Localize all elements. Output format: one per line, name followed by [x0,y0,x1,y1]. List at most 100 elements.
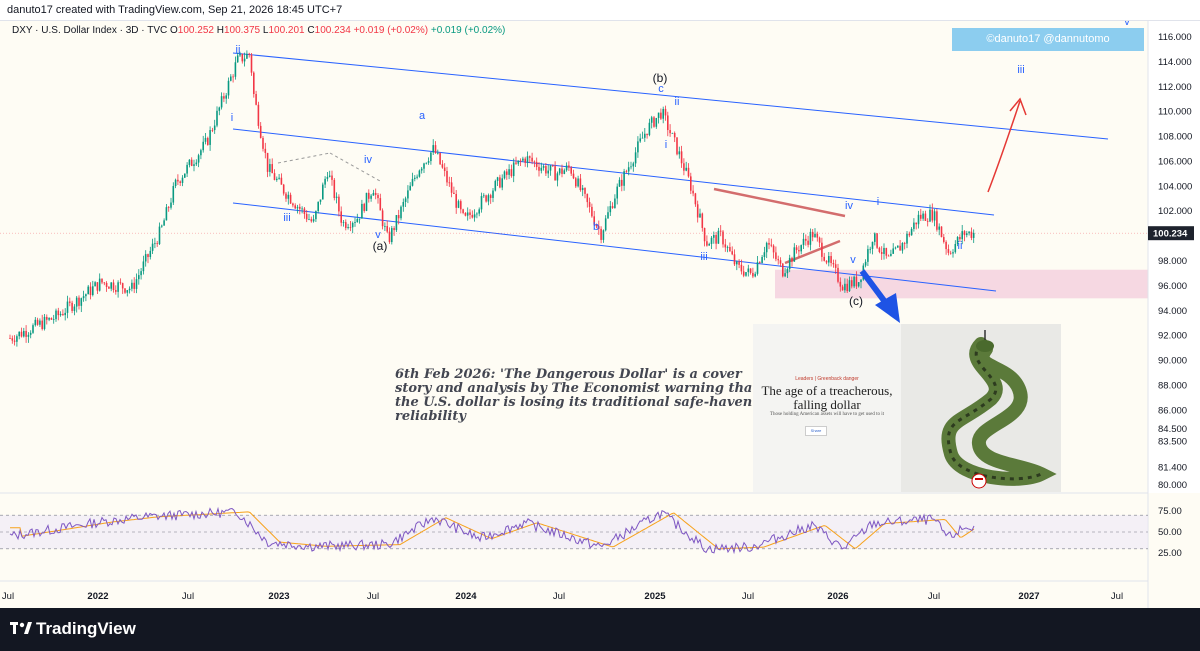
candle [510,164,513,178]
candle [248,52,250,58]
candle [202,135,204,153]
candle [577,175,579,188]
high-label: H [216,25,224,36]
candle [149,246,152,260]
candle [832,259,835,268]
candle [717,227,720,244]
candle [676,137,678,156]
candle [777,255,779,265]
candle [713,231,715,244]
candle [618,177,621,187]
candle [634,147,637,167]
candle [641,131,644,139]
candle [370,194,372,202]
candle [936,208,938,232]
time-tick: Jul [742,591,754,602]
candle [282,183,285,196]
candle [20,327,23,338]
price-tick: 108.000 [1158,132,1192,143]
projection-arrow [987,100,1021,193]
time-tick: Jul [367,591,379,602]
candle [69,297,71,307]
candle [908,231,911,238]
chart-area[interactable]: ii i iii iv v (a) a b (b) c ii i iii iv i v (c) ii iii v 116… [0,20,1200,609]
candle [144,250,147,267]
candle [469,209,471,220]
candle [738,259,740,269]
candle [73,304,76,316]
candle [646,133,648,139]
candle [929,204,931,223]
tradingview-logo-icon [10,622,32,634]
candle [165,203,168,221]
candle [828,251,830,267]
candle [126,289,129,297]
candle [161,224,163,228]
candle [338,194,340,217]
candle [876,233,878,250]
candle [945,240,947,255]
candle [361,199,363,219]
candle [892,243,894,254]
candle [522,156,524,162]
candle [604,215,607,232]
candle [685,161,687,172]
note-line-2: story and analysis by The Economist warn… [395,381,759,396]
candle [639,133,641,143]
candle [517,160,520,166]
candle [78,295,80,310]
candle [156,240,158,247]
price-tick: 102.000 [1158,206,1192,217]
candle [400,205,402,221]
candle [726,245,729,253]
share-button[interactable]: Share [805,426,827,436]
candle [963,230,966,242]
candle [94,281,96,287]
candle [253,71,255,98]
candle [616,183,618,205]
candle [851,276,853,289]
candle [724,238,727,252]
candle [874,232,876,246]
candle [75,295,78,313]
candle [115,285,117,295]
time-tick: 2022 [87,591,108,602]
open-label: O [170,25,178,36]
candle [87,284,89,295]
candle [558,167,561,176]
candle [110,281,112,292]
candle [841,284,844,291]
high-value: 100.375 [223,25,261,36]
candle [556,171,559,187]
candle [420,166,423,174]
candle [333,178,336,201]
rsi-band [0,515,1148,549]
candle [809,228,812,251]
magazine-subtitle: Those holding American assets will have … [769,412,885,417]
candle [43,314,46,331]
candle [409,182,411,191]
candle [273,169,276,181]
candle [821,237,823,262]
candle [800,244,802,255]
candle [708,242,710,246]
price-tick: 84.500 [1158,424,1187,435]
candle [949,250,952,255]
candle [407,185,409,204]
candle [278,174,280,180]
candle [910,227,913,236]
candle [480,192,483,213]
candle [894,246,897,250]
candle [195,159,198,166]
price-tick: 114.000 [1158,57,1192,68]
candle [347,223,349,230]
wave-label: i [877,196,879,208]
candle [29,330,32,339]
candle [453,186,455,195]
candle [190,157,193,167]
candle [814,228,816,238]
candle [860,279,862,289]
candle [588,197,591,213]
candle [669,124,671,137]
